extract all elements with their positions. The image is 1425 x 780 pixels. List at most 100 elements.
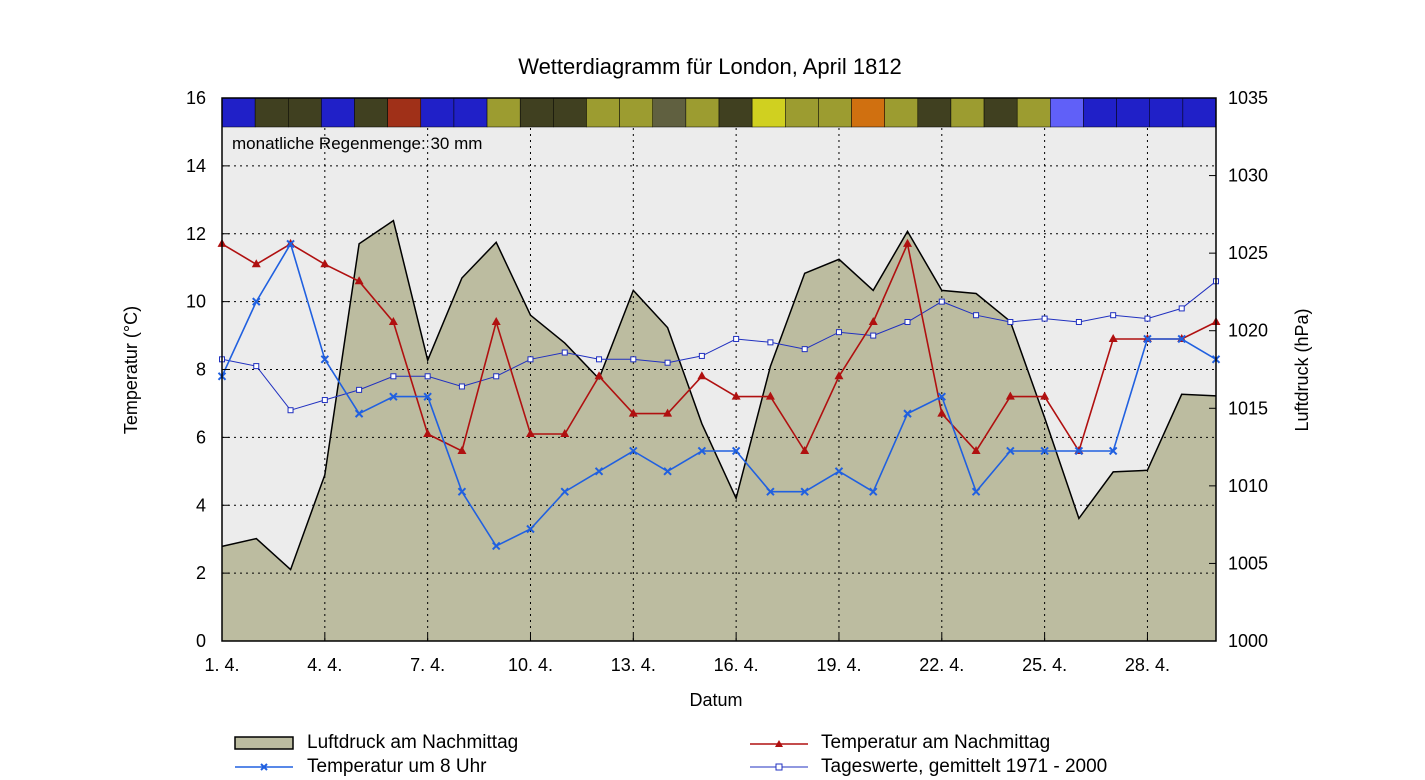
y-tick-label-left: 6 bbox=[196, 427, 206, 447]
series-line bbox=[221, 280, 1217, 411]
data-point-triangle bbox=[560, 428, 570, 437]
data-point-x bbox=[800, 487, 809, 496]
data-point-x bbox=[971, 487, 981, 496]
weather-bar bbox=[221, 97, 1217, 128]
y-tick-label-left: 16 bbox=[186, 88, 206, 108]
data-point-x bbox=[320, 355, 330, 364]
data-point-square bbox=[1041, 315, 1048, 322]
data-point-square bbox=[390, 373, 397, 380]
x-axis-label: Datum bbox=[689, 690, 742, 710]
weather-cell bbox=[1149, 97, 1184, 128]
data-point-x bbox=[1143, 334, 1152, 344]
data-point-triangle bbox=[1108, 333, 1118, 342]
weather-cell bbox=[553, 97, 587, 128]
data-point-square bbox=[1110, 312, 1117, 319]
data-point-triangle bbox=[800, 445, 810, 454]
data-point-square bbox=[1144, 315, 1151, 322]
x-tick-label: 7. 4. bbox=[410, 655, 445, 675]
x-tick-label: 25. 4. bbox=[1022, 655, 1067, 675]
weather-cell bbox=[354, 97, 388, 128]
data-point-square bbox=[561, 349, 568, 356]
data-point-square bbox=[424, 373, 431, 380]
data-point-square bbox=[870, 332, 877, 339]
data-point-triangle bbox=[663, 408, 673, 417]
weather-cell bbox=[718, 97, 753, 128]
data-point-square bbox=[630, 356, 637, 363]
data-point-x bbox=[354, 409, 364, 418]
data-point-square bbox=[527, 356, 534, 363]
data-point-triangle bbox=[937, 408, 947, 417]
data-point-x bbox=[286, 239, 295, 249]
data-point-square bbox=[321, 397, 328, 404]
weather-cell bbox=[751, 97, 786, 128]
weather-cell bbox=[221, 97, 256, 128]
data-point-triangle bbox=[628, 408, 638, 417]
data-point-triangle bbox=[731, 391, 741, 400]
legend: Luftdruck am Nachmittag Temperatur am Na… bbox=[234, 732, 1107, 777]
weather-cell bbox=[453, 97, 488, 128]
data-point-square bbox=[493, 373, 500, 380]
weather-cell bbox=[519, 97, 554, 128]
weather-cell bbox=[420, 97, 455, 128]
weather-cell bbox=[983, 97, 1018, 128]
data-point-x bbox=[526, 524, 535, 534]
data-point-square bbox=[904, 318, 911, 325]
data-point-x bbox=[1040, 446, 1049, 456]
legend-label-pressure: Luftdruck am Nachmittag bbox=[307, 732, 518, 753]
series-2 bbox=[217, 239, 1221, 551]
data-point-x bbox=[457, 487, 467, 496]
rain-annotation: monatliche Regenmenge: 30 mm bbox=[232, 134, 482, 153]
weather-cell bbox=[1016, 97, 1051, 128]
weather-cell bbox=[254, 97, 289, 128]
data-point-square bbox=[1178, 305, 1185, 312]
data-point-x bbox=[1006, 446, 1015, 456]
data-point-triangle bbox=[251, 259, 261, 268]
weather-cell bbox=[917, 97, 952, 128]
series-line bbox=[221, 241, 1217, 453]
pressure-area bbox=[222, 220, 1216, 641]
data-point-x bbox=[903, 409, 912, 418]
y-tick-label-right: 1020 bbox=[1228, 321, 1268, 341]
data-point-triangle bbox=[868, 316, 878, 325]
y-axis-right-label: Luftdruck (hPa) bbox=[1292, 308, 1312, 431]
data-point-x bbox=[697, 446, 707, 456]
y-tick-label-left: 12 bbox=[186, 224, 206, 244]
data-point-x bbox=[491, 541, 501, 551]
weather-cell bbox=[1182, 97, 1217, 128]
data-point-square bbox=[801, 346, 808, 353]
weather-cell bbox=[818, 97, 852, 128]
data-point-x bbox=[937, 392, 947, 401]
y-tick-label-right: 1005 bbox=[1228, 553, 1268, 573]
x-tick-label: 4. 4. bbox=[307, 655, 342, 675]
y-tick-label-right: 1015 bbox=[1228, 398, 1268, 418]
data-point-x bbox=[1108, 446, 1118, 456]
weather-cell bbox=[884, 97, 919, 128]
y-axis-left-label: Temperatur (°C) bbox=[121, 306, 141, 434]
legend-swatch-pressure bbox=[234, 736, 294, 750]
weather-cell bbox=[486, 97, 521, 128]
data-point-x bbox=[834, 467, 844, 476]
data-point-square bbox=[1075, 318, 1082, 325]
x-tick-label: 10. 4. bbox=[508, 655, 553, 675]
data-point-x bbox=[766, 487, 775, 496]
x-tick-label: 28. 4. bbox=[1125, 655, 1170, 675]
axis-ticks: 0 2 4 6 8 10 12 14 16 1000 1005 1010 1015 1020 1025 103… bbox=[186, 88, 1268, 675]
y-tick-label-left: 14 bbox=[186, 156, 206, 176]
series-3 bbox=[219, 278, 1219, 414]
data-point-x bbox=[423, 392, 432, 401]
weather-cell bbox=[652, 97, 687, 128]
grid-layer bbox=[222, 98, 1216, 641]
y-tick-label-left: 4 bbox=[196, 495, 206, 515]
data-point-square bbox=[1007, 318, 1014, 325]
data-point-square bbox=[938, 298, 945, 305]
weather-cell bbox=[387, 97, 422, 128]
x-tick-label: 13. 4. bbox=[611, 655, 656, 675]
data-point-x bbox=[629, 446, 638, 456]
y-tick-label-right: 1000 bbox=[1228, 631, 1268, 651]
data-point-triangle bbox=[491, 316, 501, 325]
data-point-x bbox=[1177, 334, 1186, 344]
data-point-x bbox=[252, 297, 261, 306]
data-point-square bbox=[767, 339, 774, 346]
x-tick-label: 16. 4. bbox=[714, 655, 759, 675]
x-tick-label: 1. 4. bbox=[204, 655, 239, 675]
